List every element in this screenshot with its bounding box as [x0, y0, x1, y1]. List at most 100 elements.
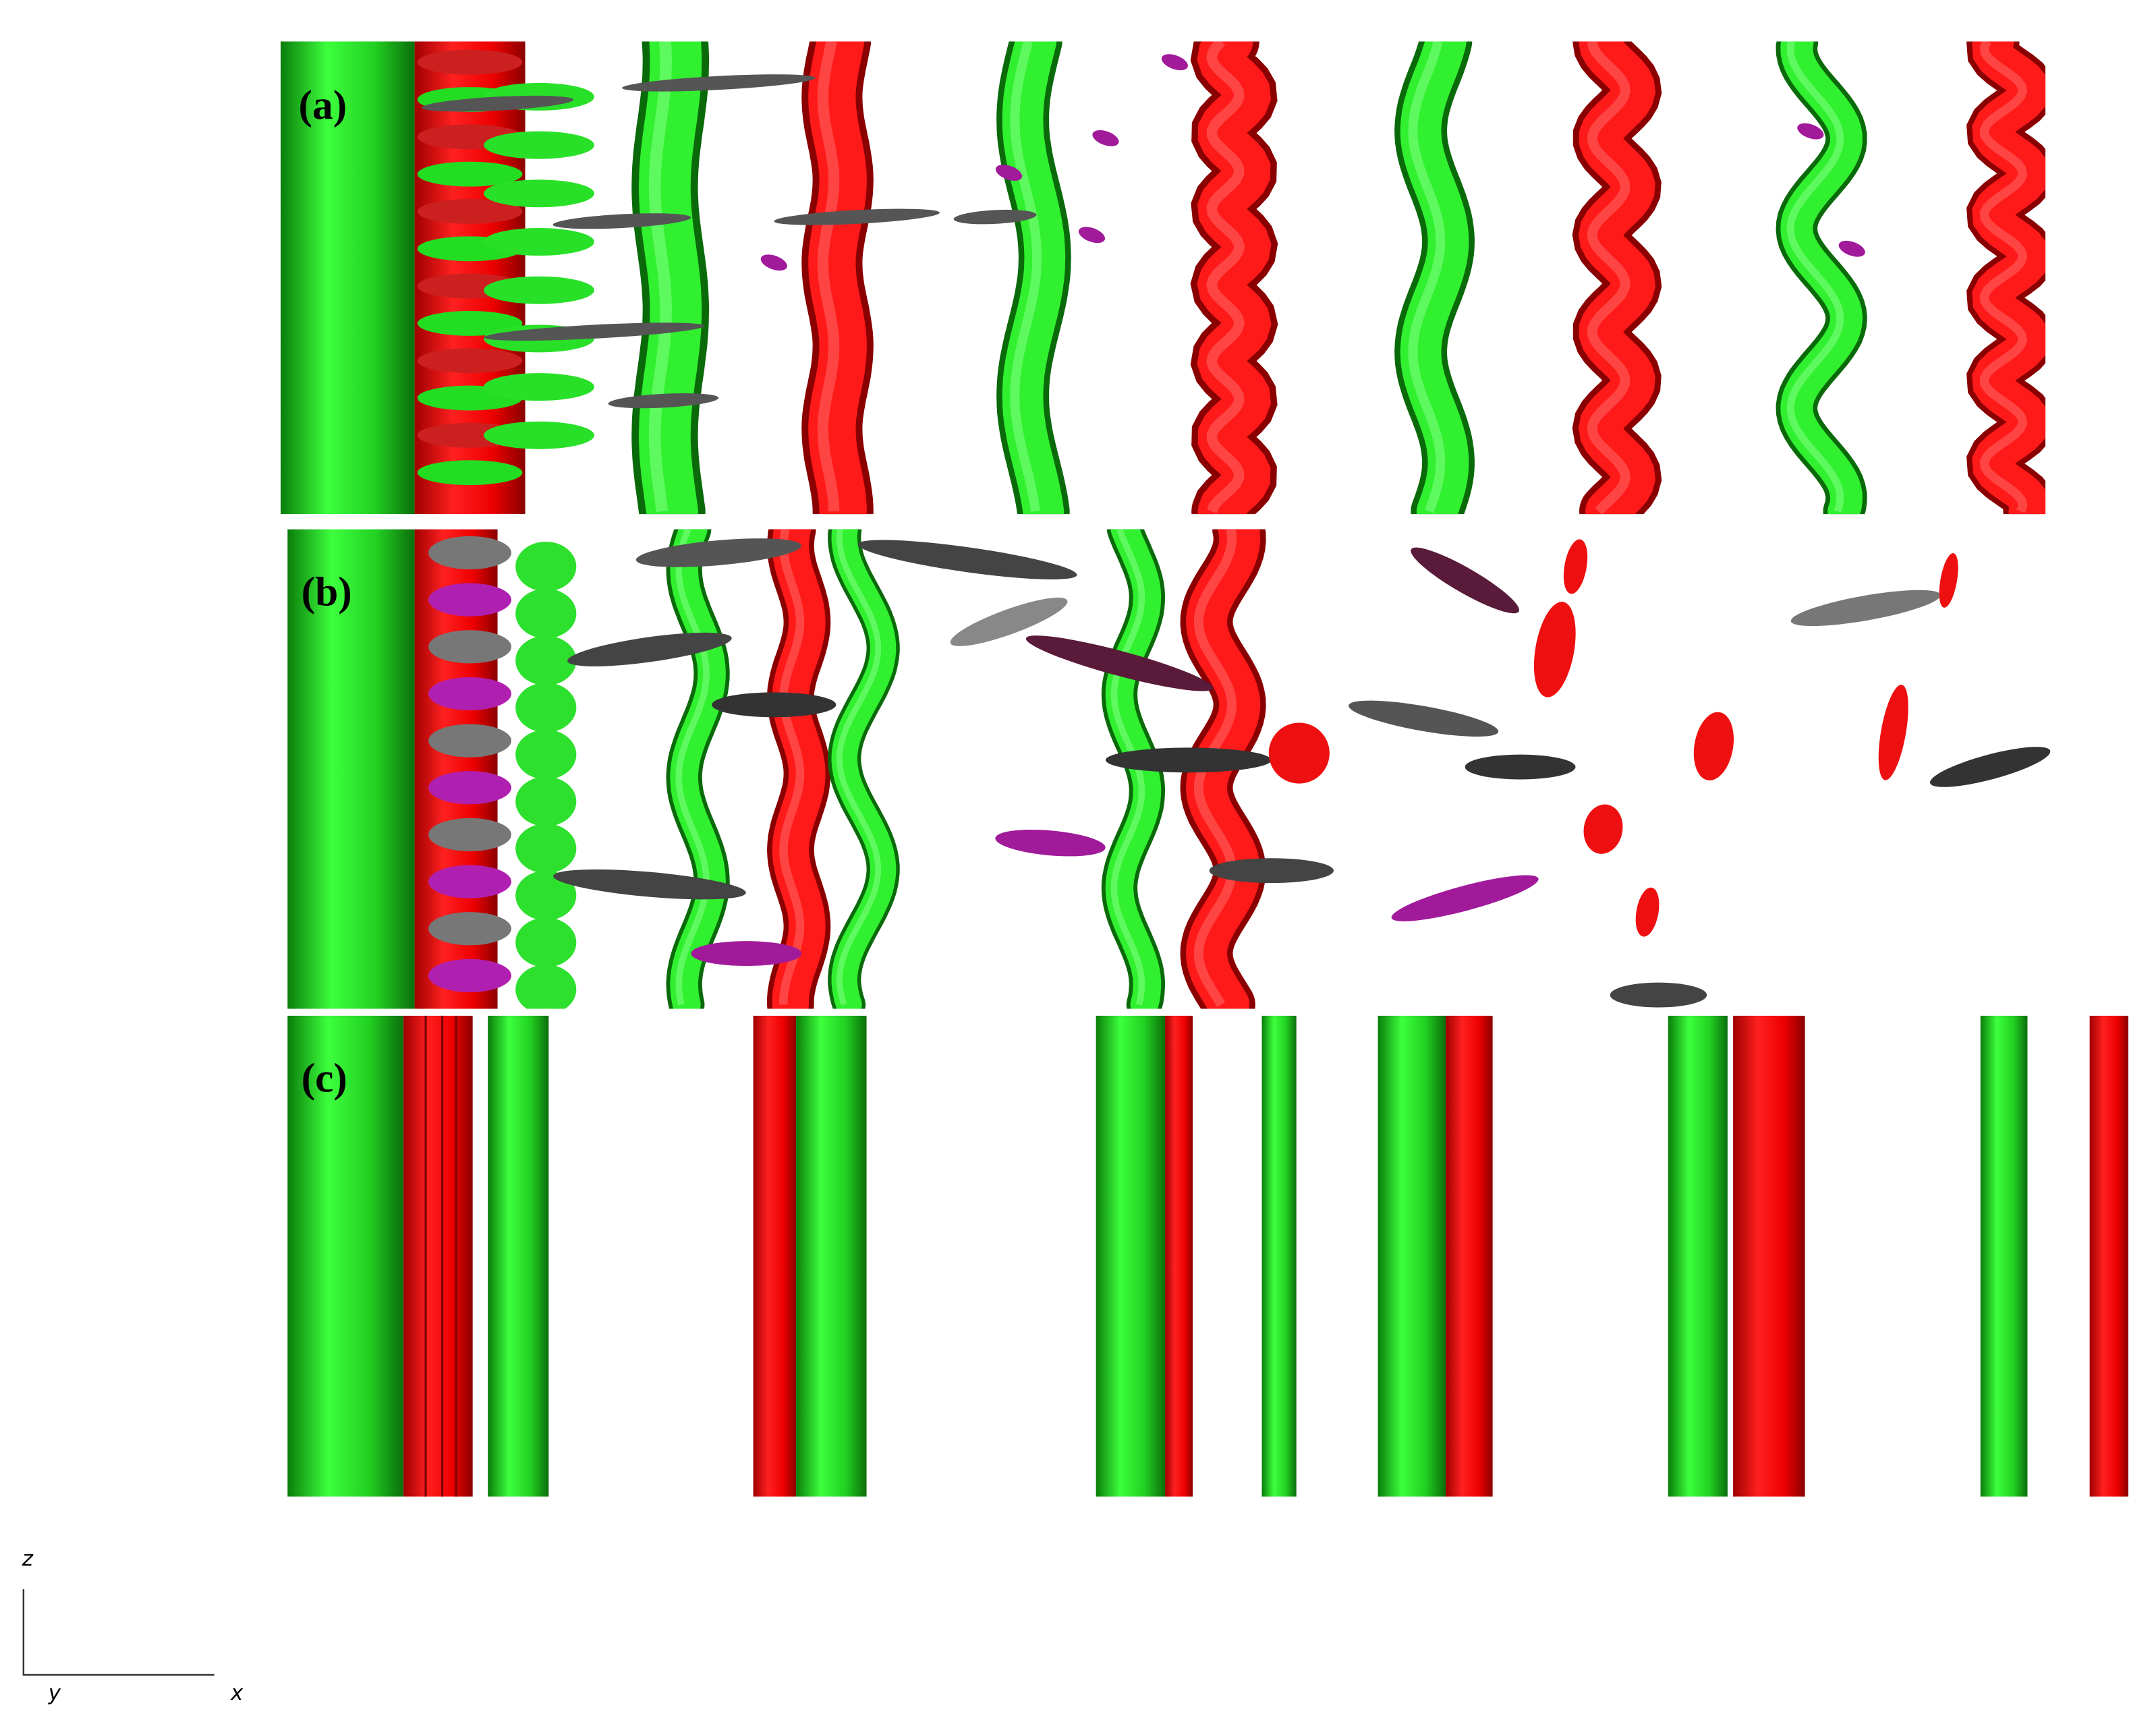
vortex-column: [1668, 1015, 1728, 1497]
vortex-blob: [1610, 982, 1707, 1008]
vortex-tube: [808, 41, 867, 515]
vortex-blob: [417, 460, 523, 486]
axis-lines: [22, 1589, 215, 1676]
vortex-column: [1378, 1015, 1446, 1497]
vortex-blob: [515, 635, 577, 686]
vortex-column: [1261, 1015, 1297, 1497]
vortex-blob: [515, 542, 577, 592]
vortex-blob: [515, 729, 577, 780]
base-cylinder: [280, 41, 415, 515]
vortex-blob: [417, 310, 523, 336]
vortex-highlight: [1206, 41, 1245, 513]
vortex-blob: [515, 917, 577, 968]
vortex-blob: [1078, 227, 1106, 244]
panel-a: [280, 41, 2046, 515]
vortex-blob: [1209, 858, 1334, 884]
vortex-tube: [772, 529, 826, 1009]
vortex-blob: [1092, 130, 1119, 146]
vortex-blob: [953, 209, 1037, 225]
vortex-blob: [417, 199, 523, 224]
vortex-column: [796, 1015, 867, 1497]
vortex-blob: [484, 373, 594, 401]
vortex-column: [287, 1015, 404, 1497]
vortex-column: [403, 1015, 473, 1497]
vortex-highlight: [648, 41, 672, 513]
vortex-column: [488, 1015, 549, 1497]
vortex-blob: [1878, 685, 1908, 780]
vortex-blob: [950, 597, 1068, 646]
vortex-blob: [428, 912, 512, 946]
panel-label: (c): [302, 1055, 347, 1101]
vortex-blob: [608, 393, 719, 409]
vortex-highlight: [817, 41, 840, 512]
panel-c: [287, 1015, 2129, 1497]
vortex-tube: [639, 41, 702, 515]
vortex-column: [1980, 1015, 2028, 1497]
vortex-blob: [567, 632, 732, 666]
vortex-blob: [428, 630, 512, 664]
vortex-column: [1733, 1015, 1805, 1497]
axis-label: y: [48, 1681, 61, 1705]
vortex-column: [2089, 1015, 2129, 1497]
vortex-column: [1165, 1015, 1193, 1497]
vortex-highlight: [1010, 41, 1042, 513]
vortex-blob: [857, 540, 1077, 579]
vortex-blob: [484, 421, 594, 449]
vortex-blob: [417, 49, 523, 75]
vortex-blob: [515, 776, 577, 827]
vortex-blob: [995, 829, 1106, 857]
vortex-blob: [1563, 539, 1588, 594]
vortex-blob: [484, 179, 594, 208]
vortex-blob: [1411, 547, 1520, 614]
vortex-blob: [1465, 754, 1576, 780]
vortex-blob: [1349, 700, 1499, 737]
vortex-blob: [428, 724, 512, 758]
vortex-blob: [428, 865, 512, 898]
vortex-column: [1096, 1015, 1166, 1497]
vortex-blob: [1838, 240, 1865, 257]
vortex-blob: [553, 869, 746, 900]
vortex-blob: [428, 536, 512, 570]
panel-label: (b): [302, 569, 352, 615]
vortex-blob: [1693, 712, 1734, 780]
vortex-blob: [417, 348, 523, 374]
vortex-tube: [670, 529, 726, 1009]
axis-label: x: [230, 1681, 244, 1705]
vortex-blob: [1161, 54, 1188, 71]
vortex-highlight: [836, 529, 882, 1006]
vortex-blob: [484, 276, 594, 304]
vortex-highlight: [1979, 41, 2028, 513]
vortex-blob: [515, 588, 577, 639]
vortex-blob: [484, 322, 705, 341]
vortex-blob: [552, 213, 691, 229]
vortex-blob: [1790, 590, 1941, 627]
vortex-blob: [515, 965, 577, 1009]
vortex-blob: [428, 677, 512, 711]
vortex-highlight: [1786, 41, 1844, 513]
vortex-column: [1445, 1015, 1493, 1497]
vortex-blob: [428, 771, 512, 805]
vortex-blob: [1583, 804, 1623, 854]
vortex-highlight: [779, 529, 805, 1005]
vortex-blob: [428, 818, 512, 851]
vortex-blob: [1025, 635, 1214, 691]
panel-label: (a): [299, 82, 347, 128]
vortex-blob: [995, 165, 1023, 181]
vortex-blob: [484, 228, 594, 256]
vortex-highlight: [1408, 41, 1446, 513]
vortex-blob: [515, 683, 577, 733]
vortex-tube: [1578, 41, 1656, 515]
vortex-blob: [1939, 553, 1958, 608]
vortex-blob: [428, 583, 512, 617]
vortex-blob: [760, 254, 787, 271]
vortex-tube: [1197, 41, 1272, 515]
vortex-blob: [1533, 602, 1576, 697]
vortex-blob: [515, 870, 577, 921]
vortex-tube: [1780, 41, 1863, 515]
vortex-tube: [1002, 41, 1066, 515]
vortex-blob: [1391, 875, 1539, 921]
panel-b: [287, 529, 2051, 1009]
vortex-column: [753, 1015, 797, 1497]
